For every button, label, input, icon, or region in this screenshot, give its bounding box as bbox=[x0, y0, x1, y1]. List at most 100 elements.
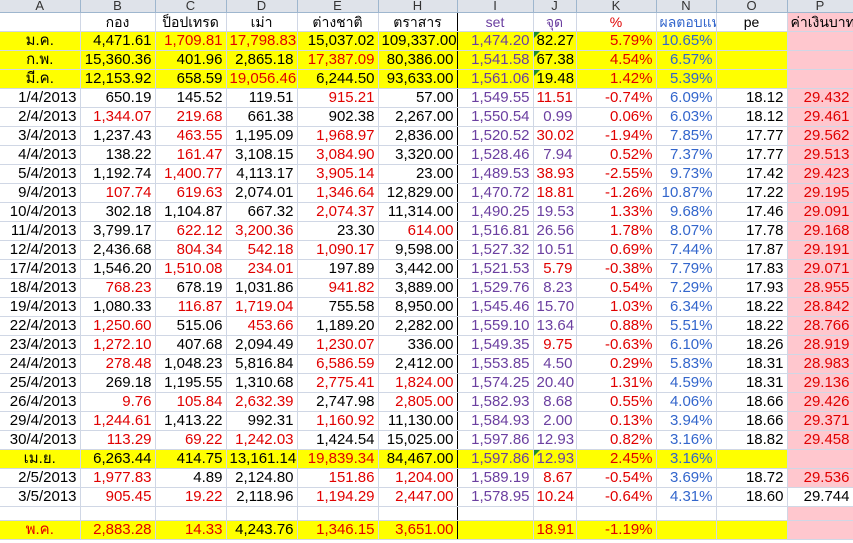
table-cell[interactable]: 1,424.54 bbox=[297, 430, 379, 450]
table-cell[interactable]: 8.68 bbox=[533, 392, 577, 412]
table-cell[interactable]: 6.34% bbox=[656, 297, 717, 317]
table-cell[interactable]: 18.26 bbox=[716, 335, 788, 355]
table-cell[interactable] bbox=[716, 69, 788, 89]
table-cell[interactable]: 18.81 bbox=[533, 183, 577, 203]
table-cell[interactable]: 8.07% bbox=[656, 221, 717, 241]
table-cell[interactable]: 119.51 bbox=[226, 88, 298, 108]
table-cell[interactable]: 0.29% bbox=[576, 354, 657, 374]
table-cell[interactable]: 10.87% bbox=[656, 183, 717, 203]
table-cell[interactable]: 2,267.00 bbox=[378, 107, 458, 127]
table-cell[interactable]: 197.89 bbox=[297, 259, 379, 279]
table-cell[interactable]: 3,442.00 bbox=[378, 259, 458, 279]
table-cell[interactable]: 622.12 bbox=[155, 221, 227, 241]
table-cell[interactable]: 18.22 bbox=[716, 316, 788, 336]
table-cell[interactable]: -0.54% bbox=[576, 468, 657, 488]
table-cell[interactable]: 19.48 bbox=[533, 69, 577, 89]
table-cell[interactable]: -0.38% bbox=[576, 259, 657, 279]
table-cell[interactable]: 453.66 bbox=[226, 316, 298, 336]
table-cell[interactable]: 1,160.92 bbox=[297, 411, 379, 431]
table-cell[interactable]: 3/5/2013 bbox=[0, 487, 81, 507]
table-cell[interactable] bbox=[533, 506, 577, 521]
table-cell[interactable]: 29.191 bbox=[787, 240, 853, 260]
table-cell[interactable]: ม.ค. bbox=[0, 31, 81, 51]
header-cell[interactable]: ตราสาร bbox=[378, 12, 458, 32]
table-cell[interactable]: 11.51 bbox=[533, 88, 577, 108]
table-cell[interactable]: 0.06% bbox=[576, 107, 657, 127]
table-cell[interactable]: 992.31 bbox=[226, 411, 298, 431]
table-cell[interactable]: 1.33% bbox=[576, 202, 657, 222]
table-cell[interactable]: 614.00 bbox=[378, 221, 458, 241]
table-cell[interactable]: 1,597.86 bbox=[457, 430, 534, 450]
table-cell[interactable]: 1,597.86 bbox=[457, 449, 534, 469]
table-cell[interactable]: 4.31% bbox=[656, 487, 717, 507]
table-cell[interactable]: 407.68 bbox=[155, 335, 227, 355]
table-cell[interactable]: 18.66 bbox=[716, 411, 788, 431]
table-cell[interactable]: 1,194.29 bbox=[297, 487, 379, 507]
table-cell[interactable]: 1,104.87 bbox=[155, 202, 227, 222]
table-cell[interactable]: 9.76 bbox=[80, 392, 156, 412]
table-cell[interactable]: 57.00 bbox=[378, 88, 458, 108]
table-cell[interactable]: 29.458 bbox=[787, 430, 853, 450]
table-cell[interactable]: 23.00 bbox=[378, 164, 458, 184]
table-cell[interactable] bbox=[378, 506, 458, 521]
table-cell[interactable]: 10.65% bbox=[656, 31, 717, 51]
table-cell[interactable]: 6,586.59 bbox=[297, 354, 379, 374]
column-letter-h[interactable]: H bbox=[378, 0, 458, 13]
table-cell[interactable]: 4.59% bbox=[656, 373, 717, 393]
table-cell[interactable]: 19,056.46 bbox=[226, 69, 298, 89]
table-cell[interactable]: 2,865.18 bbox=[226, 50, 298, 70]
table-cell[interactable]: 2,094.49 bbox=[226, 335, 298, 355]
table-cell[interactable]: 1,545.46 bbox=[457, 297, 534, 317]
table-cell[interactable]: 1,559.10 bbox=[457, 316, 534, 336]
table-cell[interactable]: 1,584.93 bbox=[457, 411, 534, 431]
table-cell[interactable]: 28.983 bbox=[787, 354, 853, 374]
table-cell[interactable]: 1,528.46 bbox=[457, 145, 534, 165]
table-cell[interactable]: 1,520.52 bbox=[457, 126, 534, 146]
table-cell[interactable]: 2,883.28 bbox=[80, 520, 156, 540]
table-cell[interactable]: 1,578.95 bbox=[457, 487, 534, 507]
table-cell[interactable]: 234.01 bbox=[226, 259, 298, 279]
table-cell[interactable]: 22/4/2013 bbox=[0, 316, 81, 336]
table-cell[interactable]: 2/5/2013 bbox=[0, 468, 81, 488]
table-cell[interactable]: 1,553.85 bbox=[457, 354, 534, 374]
table-cell[interactable]: 5.79 bbox=[533, 259, 577, 279]
table-cell[interactable]: 1,400.77 bbox=[155, 164, 227, 184]
table-cell[interactable]: 3/4/2013 bbox=[0, 126, 81, 146]
table-cell[interactable] bbox=[0, 506, 81, 521]
table-cell[interactable]: 9.73% bbox=[656, 164, 717, 184]
table-cell[interactable]: 6.57% bbox=[656, 50, 717, 70]
table-cell[interactable]: 12,153.92 bbox=[80, 69, 156, 89]
table-cell[interactable]: 26.56 bbox=[533, 221, 577, 241]
table-cell[interactable]: 1,195.55 bbox=[155, 373, 227, 393]
table-cell[interactable]: 82.27 bbox=[533, 31, 577, 51]
table-cell[interactable]: 219.68 bbox=[155, 107, 227, 127]
table-cell[interactable]: 542.18 bbox=[226, 240, 298, 260]
table-cell[interactable]: 4.50 bbox=[533, 354, 577, 374]
table-cell[interactable]: 463.55 bbox=[155, 126, 227, 146]
table-cell[interactable]: 17.77 bbox=[716, 145, 788, 165]
table-cell[interactable]: 18.31 bbox=[716, 354, 788, 374]
table-cell[interactable]: 17.87 bbox=[716, 240, 788, 260]
table-cell[interactable]: 1,244.61 bbox=[80, 411, 156, 431]
table-cell[interactable]: 5.83% bbox=[656, 354, 717, 374]
table-cell[interactable]: 278.48 bbox=[80, 354, 156, 374]
table-cell[interactable]: 29.432 bbox=[787, 88, 853, 108]
column-letter-j[interactable]: J bbox=[533, 0, 577, 13]
table-cell[interactable]: 7.37% bbox=[656, 145, 717, 165]
table-cell[interactable]: 1,310.68 bbox=[226, 373, 298, 393]
table-cell[interactable]: 1,977.83 bbox=[80, 468, 156, 488]
header-cell[interactable]: ป็อปเทรด bbox=[155, 12, 227, 32]
table-cell[interactable]: 3.94% bbox=[656, 411, 717, 431]
table-cell[interactable]: 1,413.22 bbox=[155, 411, 227, 431]
column-letter-d[interactable]: D bbox=[226, 0, 298, 13]
table-cell[interactable]: 28.955 bbox=[787, 278, 853, 298]
table-cell[interactable]: 15.70 bbox=[533, 297, 577, 317]
table-cell[interactable]: 17.93 bbox=[716, 278, 788, 298]
table-cell[interactable]: 116.87 bbox=[155, 297, 227, 317]
table-cell[interactable]: 107.74 bbox=[80, 183, 156, 203]
table-cell[interactable]: 1,346.64 bbox=[297, 183, 379, 203]
table-cell[interactable]: 650.19 bbox=[80, 88, 156, 108]
table-cell[interactable]: 3,200.36 bbox=[226, 221, 298, 241]
table-cell[interactable]: 145.52 bbox=[155, 88, 227, 108]
table-cell[interactable]: 15,037.02 bbox=[297, 31, 379, 51]
